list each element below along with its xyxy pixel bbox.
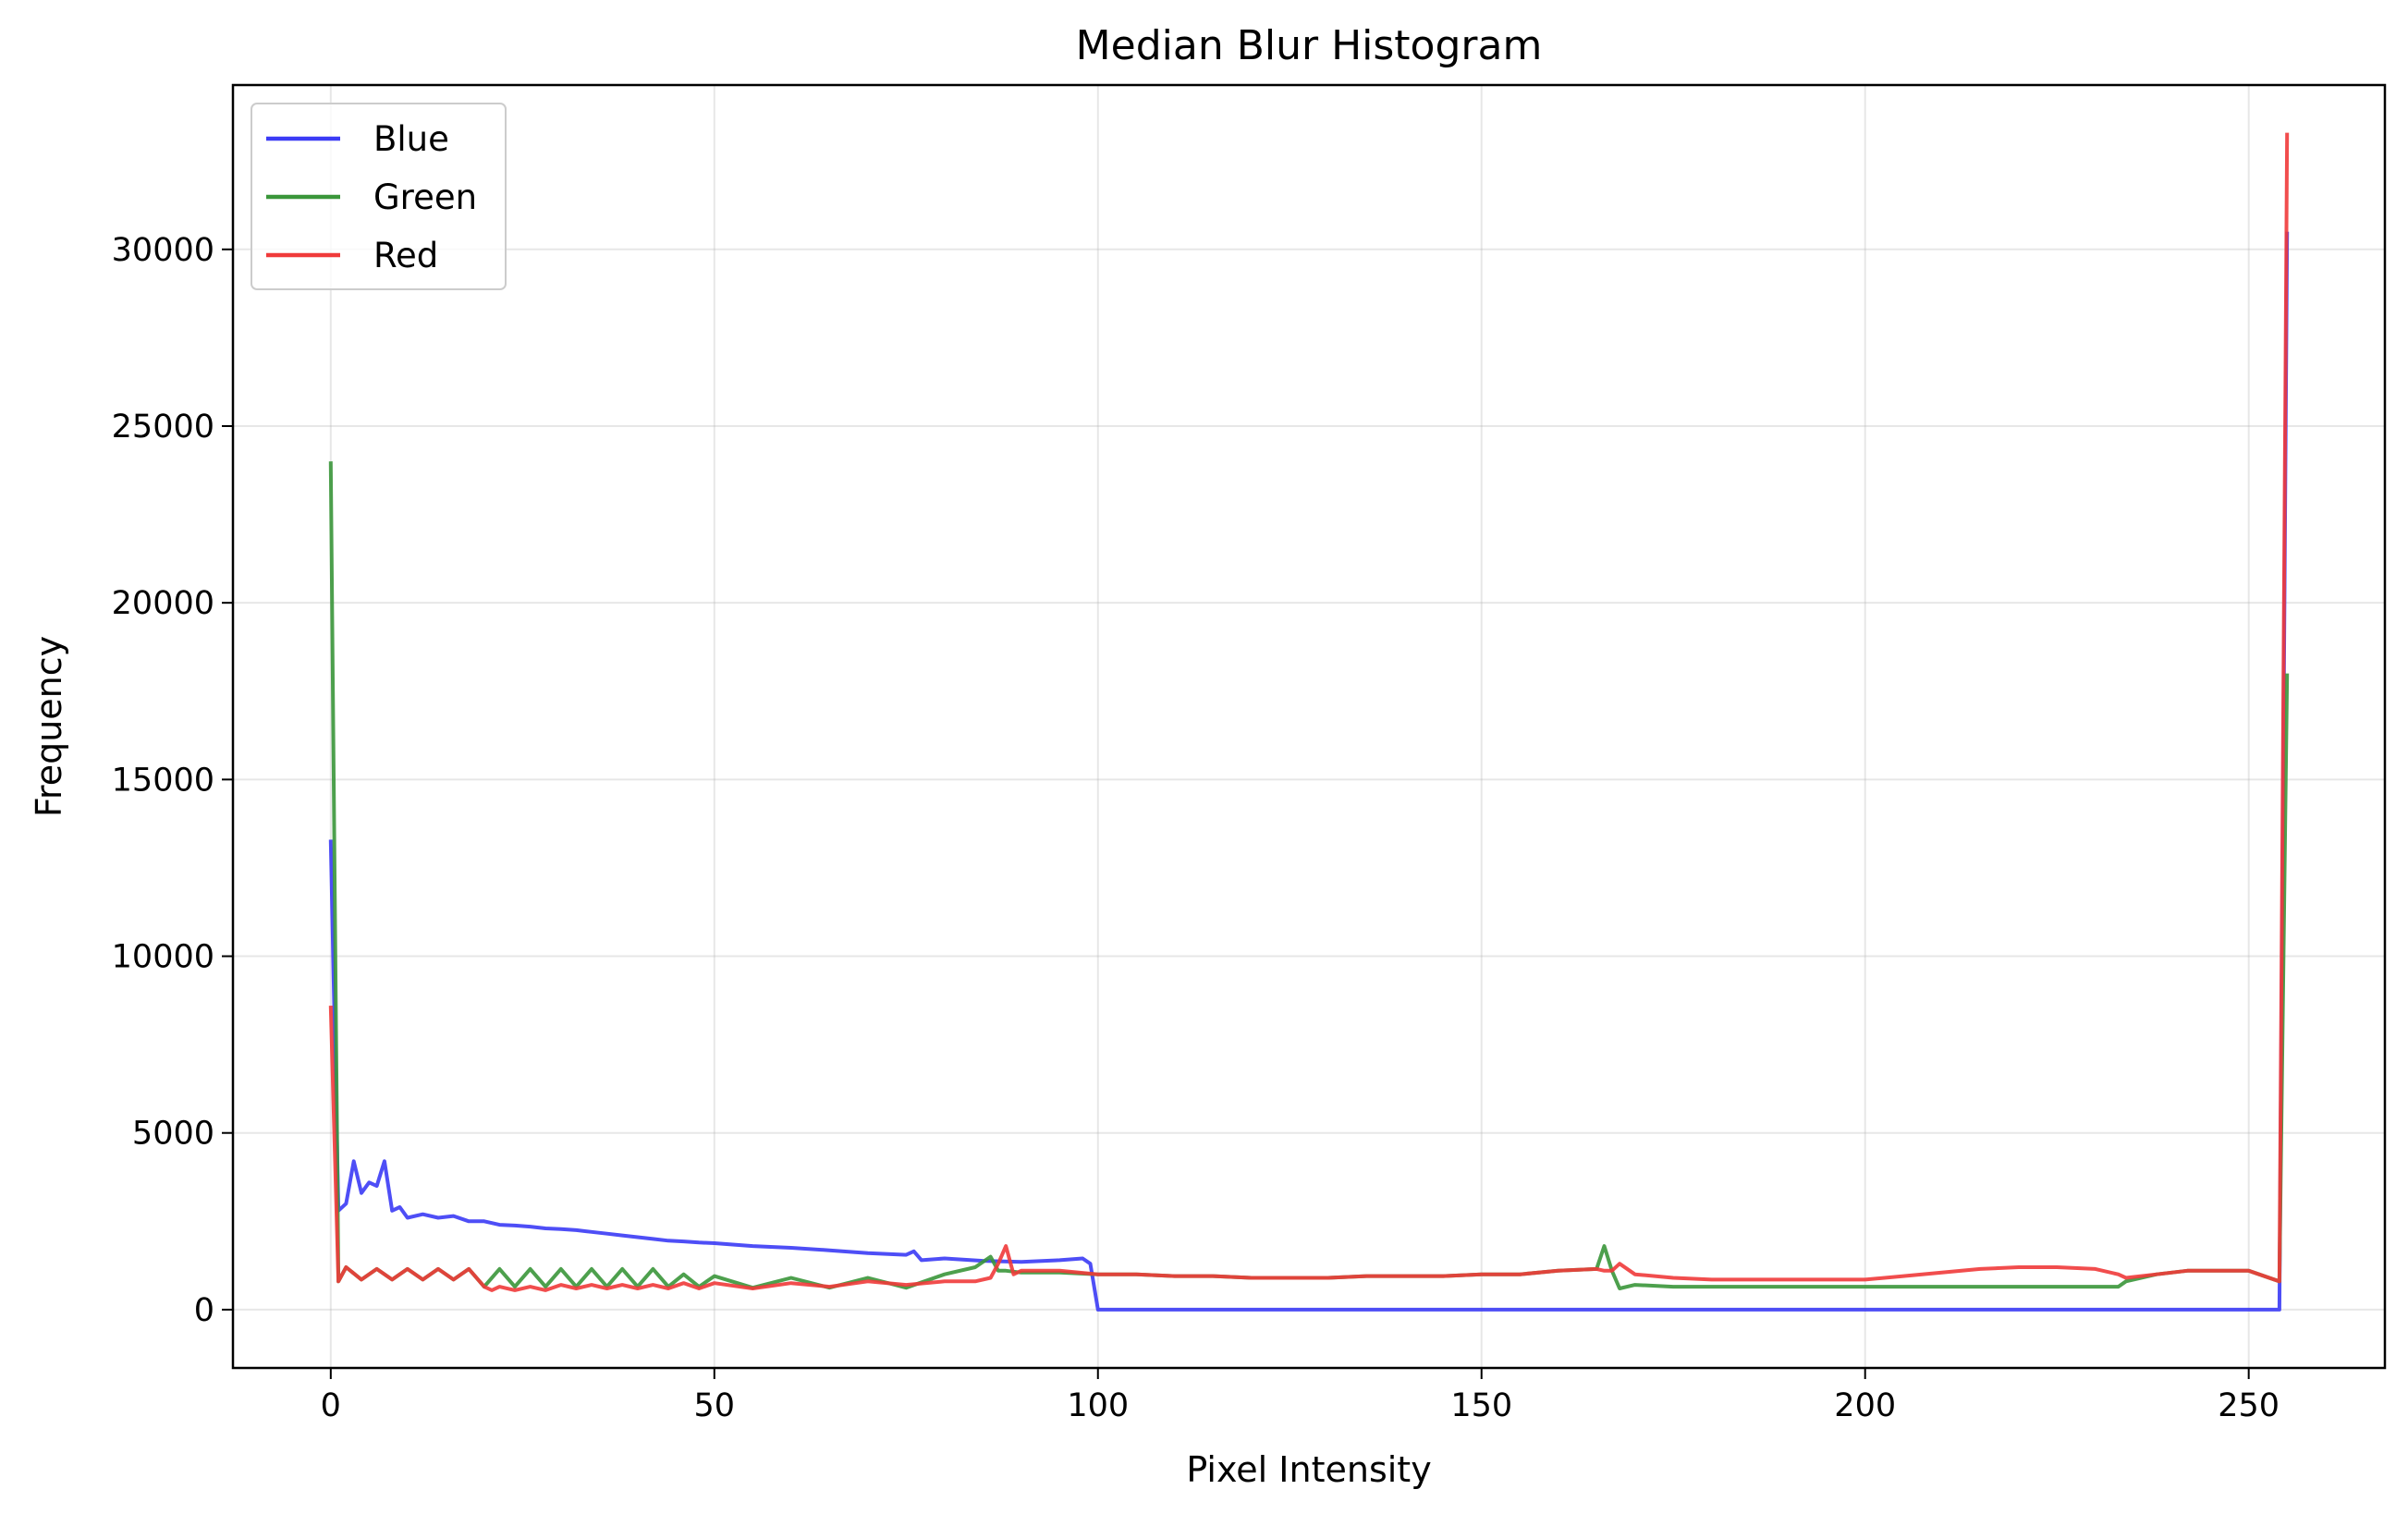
x-tick-label: 0 <box>321 1387 341 1424</box>
x-tick-label: 50 <box>694 1387 736 1424</box>
x-tick-label: 150 <box>1450 1387 1512 1424</box>
y-axis-label: Frequency <box>29 636 69 817</box>
x-tick-label: 100 <box>1067 1387 1129 1424</box>
series-line-blue <box>328 231 2290 1312</box>
y-tick-label: 0 <box>194 1292 214 1329</box>
y-tick-label: 15000 <box>112 762 214 799</box>
axis-ticks: 0 50 100 150 200 250 0 5000 10000 15000 20000 25000… <box>112 232 2280 1424</box>
y-tick-label: 25000 <box>112 409 214 446</box>
series-lines <box>328 132 2290 1312</box>
y-tick-label: 20000 <box>112 585 214 622</box>
legend-label-red: Red <box>373 236 438 275</box>
x-tick-label: 200 <box>1834 1387 1896 1424</box>
series-line-red <box>328 132 2290 1292</box>
chart-title: Median Blur Histogram <box>1076 22 1543 69</box>
y-tick-label: 10000 <box>112 939 214 976</box>
legend-box <box>251 103 507 290</box>
x-axis-label: Pixel Intensity <box>1186 1449 1431 1490</box>
y-tick-label: 5000 <box>132 1116 214 1153</box>
legend-label-green: Green <box>373 177 477 217</box>
legend-label-blue: Blue <box>373 119 449 159</box>
x-tick-label: 250 <box>2218 1387 2280 1424</box>
legend: Blue Green Red <box>251 103 507 290</box>
y-tick-label: 30000 <box>112 232 214 269</box>
plot-frame <box>231 83 2387 1370</box>
